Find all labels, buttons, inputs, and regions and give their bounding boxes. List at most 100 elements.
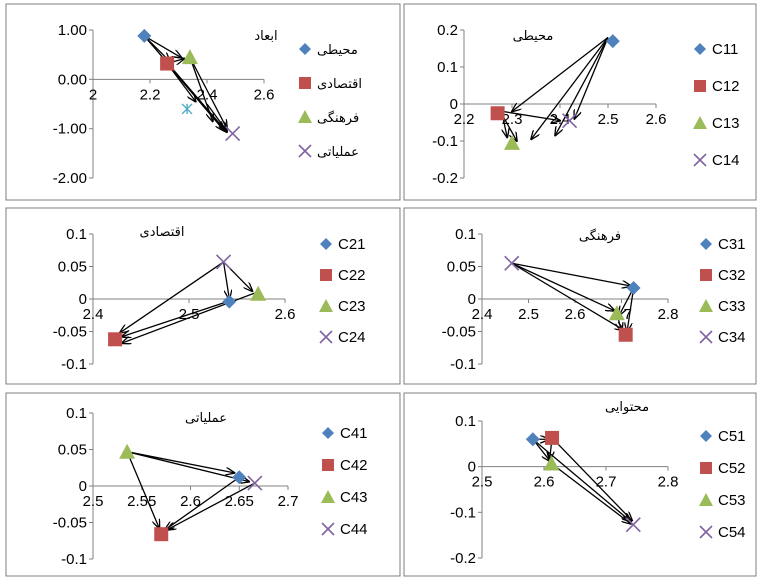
y-tick-label: -2.00 — [53, 170, 87, 187]
legend-marker-x — [693, 153, 707, 167]
y-tick-label: 0.00 — [58, 71, 87, 88]
panel-title: ابعاد — [254, 29, 277, 44]
data-point-x — [625, 517, 641, 533]
legend-label: C23 — [338, 298, 366, 315]
y-tick-label: 0.1 — [66, 226, 87, 243]
legend-marker-triangle — [298, 110, 312, 123]
legend-marker-triangle — [693, 116, 707, 129]
x-tick-label: 2.6 — [275, 306, 296, 323]
legend-marker-square — [299, 77, 311, 89]
x-tick-label: 2.6 — [534, 474, 555, 491]
flow-arrow — [122, 300, 228, 337]
x-tick-label: 2.6 — [180, 493, 201, 510]
y-tick-label: -0.1 — [61, 551, 87, 568]
data-point-square — [490, 106, 505, 121]
flow-arrow — [551, 437, 632, 521]
y-tick-label: 0.1 — [455, 413, 476, 430]
x-tick-label: 2.5 — [518, 306, 539, 323]
legend-label: C32 — [718, 267, 746, 284]
legend-marker-square — [700, 462, 712, 474]
x-tick-label: 2.6 — [254, 86, 275, 103]
x-tick-label: 2.55 — [127, 493, 156, 510]
panel-title: عملیاتی — [185, 411, 227, 426]
legend-label: محیطی — [317, 43, 358, 58]
x-tick-label: 2 — [89, 86, 97, 103]
legend-label: C34 — [718, 329, 746, 346]
data-point-diamond — [626, 280, 641, 295]
legend-marker-x — [699, 525, 713, 539]
panel-title: فرهنگی — [579, 228, 621, 244]
legend-marker-square — [694, 80, 706, 92]
data-point-square — [618, 327, 633, 342]
x-tick-label: 2.8 — [658, 474, 679, 491]
flow-arrow — [189, 56, 213, 121]
chart-panel-5: 0.1 0.05 0 -0.05 -0.1 2.5 2.55 2.6 2.65 2.7 عملیات… — [5, 392, 401, 577]
data-point-x — [504, 255, 520, 271]
legend-label: C54 — [718, 524, 746, 541]
legend-label: C21 — [338, 236, 366, 253]
y-tick-label: 1.00 — [58, 22, 87, 39]
legend-label: C31 — [718, 236, 746, 253]
panel-frame — [5, 207, 401, 385]
data-point-triangle — [543, 455, 560, 471]
legend-label: C22 — [338, 267, 366, 284]
legend-label: C43 — [340, 489, 368, 506]
y-tick-label: -0.2 — [450, 550, 476, 567]
y-tick-label: -0.1 — [450, 356, 476, 373]
flow-arrow — [502, 110, 560, 120]
x-tick-label: 2.4 — [472, 306, 493, 323]
legend-marker-diamond — [694, 43, 706, 55]
flow-arrow — [165, 476, 240, 530]
y-tick-label: 0 — [79, 478, 87, 495]
panel-frame — [5, 392, 401, 577]
data-point-triangle — [608, 305, 625, 321]
panel-title: اقتصادی — [140, 225, 185, 240]
x-tick-label: 2.4 — [83, 306, 104, 323]
legend-label: C44 — [340, 521, 368, 538]
legend-label: C11 — [712, 41, 738, 58]
flow-arrow — [189, 56, 227, 129]
legend-label: C41 — [340, 425, 368, 442]
flow-arrow — [166, 63, 224, 131]
legend-label: C51 — [718, 428, 746, 445]
x-tick-label: 2.5 — [472, 474, 493, 491]
legend-marker-triangle — [699, 299, 713, 312]
flow-arrow — [126, 451, 249, 482]
x-tick-label: 2.7 — [278, 493, 299, 510]
legend-marker-diamond — [700, 430, 712, 442]
panel-frame — [403, 3, 757, 201]
flow-arrow — [511, 262, 624, 330]
legend-label: C33 — [718, 298, 746, 315]
y-tick-label: -0.2 — [432, 170, 458, 187]
flow-arrow — [222, 261, 230, 299]
y-tick-label: 0.2 — [437, 22, 458, 39]
legend-marker-square — [700, 269, 712, 281]
data-point-triangle — [250, 285, 267, 301]
legend-marker-x — [298, 144, 312, 158]
flow-arrow — [167, 482, 256, 530]
legend-label: C13 — [712, 115, 740, 132]
chart-panel-6: 0.1 0 -0.1 -0.2 2.5 2.6 2.7 2.8 محتوایی C51 C52 C53… — [403, 392, 757, 577]
x-tick-label: 2.7 — [596, 474, 617, 491]
flow-arrow — [551, 462, 630, 523]
y-tick-label: 0 — [450, 96, 458, 113]
flow-arrow — [511, 262, 615, 310]
y-tick-label: -0.05 — [442, 324, 476, 341]
legend-marker-x — [699, 330, 713, 344]
chart-panel-2: 0.20.10-0.1-0.22.2 2.3 2.4 2.5 2.6محیطیC11C1… — [403, 3, 757, 201]
legend-label: C12 — [712, 78, 740, 95]
x-tick-label: 2.2 — [454, 111, 475, 128]
data-point-triangle — [181, 49, 198, 65]
data-point-triangle — [504, 134, 520, 150]
data-point-x — [247, 475, 263, 491]
legend-label: فرهنگی — [317, 110, 359, 126]
panel-title: محتوایی — [605, 400, 649, 415]
y-tick-label: -0.05 — [53, 324, 87, 341]
y-tick-label: -0.1 — [450, 504, 476, 521]
flow-arrow — [126, 451, 159, 529]
y-tick-label: 0 — [79, 291, 87, 308]
data-point-diamond — [137, 28, 152, 43]
legend-label: اقتصادی — [317, 77, 362, 92]
data-point-square — [545, 430, 560, 445]
legend-marker-square — [322, 459, 334, 471]
